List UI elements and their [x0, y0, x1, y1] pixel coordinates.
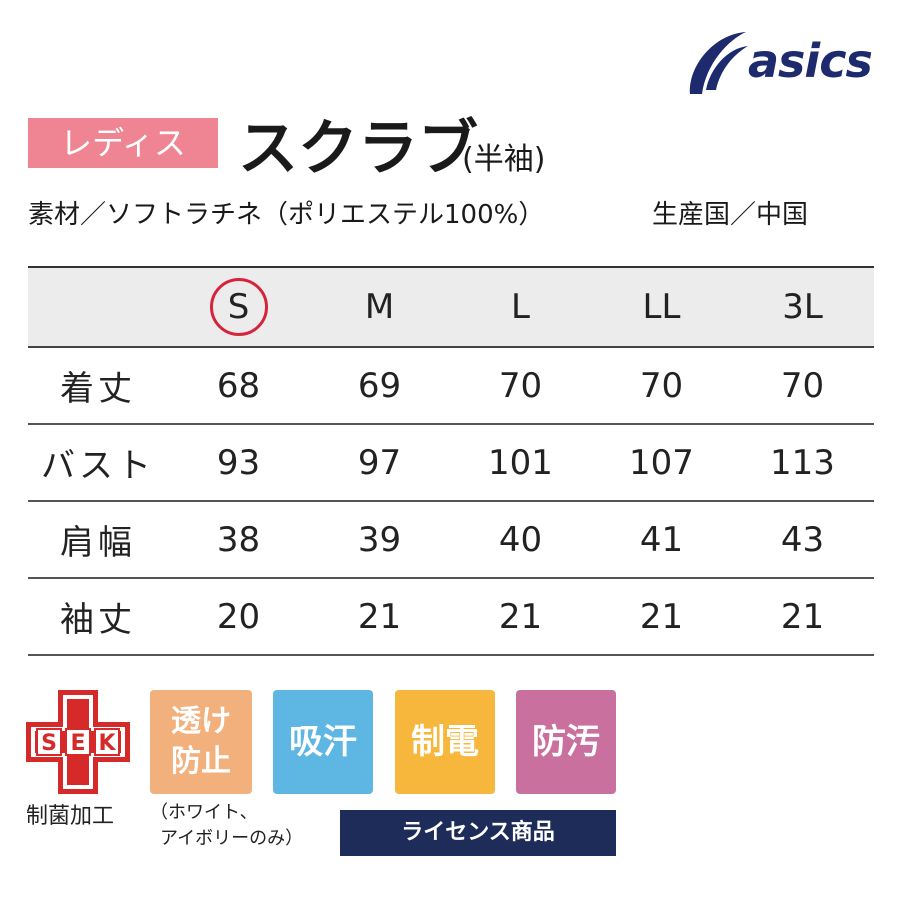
asics-logo: asics	[684, 26, 896, 98]
table-cell: 97	[357, 442, 402, 483]
table-cell: 107	[629, 442, 694, 483]
size-header-row: S M L LL 3L	[28, 266, 874, 348]
table-cell: 113	[770, 442, 835, 483]
material-info: 素材／ソフトラチネ（ポリエステル100%）	[28, 200, 545, 230]
size-s-header: S	[168, 278, 309, 336]
size-l-header: L	[511, 287, 530, 327]
table-row: 袖丈 20 21 21 21 21	[28, 579, 874, 656]
badge-line: 透け	[171, 704, 231, 739]
table-cell: 43	[780, 519, 825, 560]
table-cell: 21	[498, 596, 543, 637]
table-row: 着丈 68 69 70 70 70	[28, 348, 874, 425]
size-table: S M L LL 3L 着丈 68 69 70 70 70 バスト 93 97 …	[28, 266, 874, 656]
table-cell: 20	[216, 596, 261, 637]
sek-letters: S E K	[26, 728, 130, 756]
sek-caption: 制菌加工	[26, 804, 115, 829]
badge-line: 防止	[171, 744, 231, 779]
color-note: （ホワイト、 アイボリーのみ）	[150, 800, 303, 852]
feature-badge-sweat: 吸汗	[273, 690, 373, 794]
size-ll-header: LL	[642, 287, 681, 327]
table-cell: 41	[639, 519, 684, 560]
sek-letter: K	[94, 728, 120, 756]
note-line: アイボリーのみ）	[160, 828, 304, 849]
asics-stripe-icon	[689, 32, 748, 94]
table-cell: 101	[488, 442, 553, 483]
table-cell: 70	[639, 365, 684, 406]
row-label: 肩幅	[60, 523, 136, 563]
size-3l-header: 3L	[782, 287, 823, 327]
ladies-badge: レディス	[28, 118, 218, 168]
table-cell: 68	[216, 365, 261, 406]
sek-mark-icon: S E K	[26, 690, 130, 794]
feature-badge-see-through: 透け 防止	[150, 690, 252, 794]
highlight-circle	[209, 278, 268, 336]
origin-info: 生産国／中国	[652, 200, 809, 230]
table-cell: 38	[216, 519, 261, 560]
page-subtitle: (半袖)	[462, 142, 546, 177]
table-cell: 39	[357, 519, 402, 560]
sek-letter: S	[36, 728, 62, 756]
table-cell: 40	[498, 519, 543, 560]
table-cell: 70	[780, 365, 825, 406]
size-label: S	[227, 287, 250, 327]
table-cell: 69	[357, 365, 402, 406]
table-cell: 21	[357, 596, 402, 637]
table-row: バスト 93 97 101 107 113	[28, 425, 874, 502]
license-badge: ライセンス商品	[340, 810, 616, 856]
table-cell: 70	[498, 365, 543, 406]
note-line: （ホワイト、	[150, 802, 258, 823]
page-title: スクラブ	[238, 114, 478, 184]
feature-badge-stain: 防汚	[516, 690, 616, 794]
table-row: 肩幅 38 39 40 41 43	[28, 502, 874, 579]
feature-badge-antistatic: 制電	[395, 690, 495, 794]
table-cell: 21	[639, 596, 684, 637]
row-label: 袖丈	[60, 600, 136, 640]
row-label: バスト	[41, 446, 155, 486]
table-cell: 93	[216, 442, 261, 483]
size-m-header: M	[364, 287, 395, 327]
brand-name: asics	[748, 34, 873, 88]
row-label: 着丈	[60, 369, 136, 409]
sek-letter: E	[65, 728, 91, 756]
table-cell: 21	[780, 596, 825, 637]
